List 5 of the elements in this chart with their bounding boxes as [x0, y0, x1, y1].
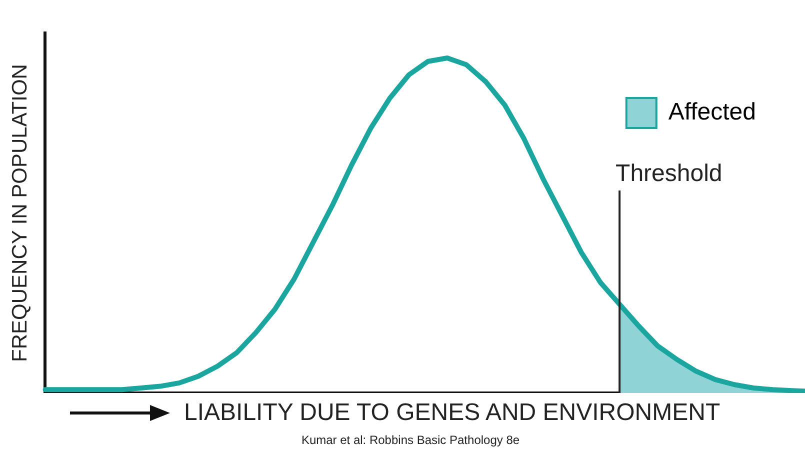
annotation: Threshold [616, 160, 722, 188]
legend-label: Affected [668, 98, 756, 126]
text: Kumar et al: Robbins Basic Pathology 8e [300, 433, 521, 447]
x-axis-title: LIABILITY DUE TO GENES AND ENVIRONMENT [184, 399, 720, 427]
y-axis-title: FREQUENCY IN POPULATION [8, 64, 32, 362]
